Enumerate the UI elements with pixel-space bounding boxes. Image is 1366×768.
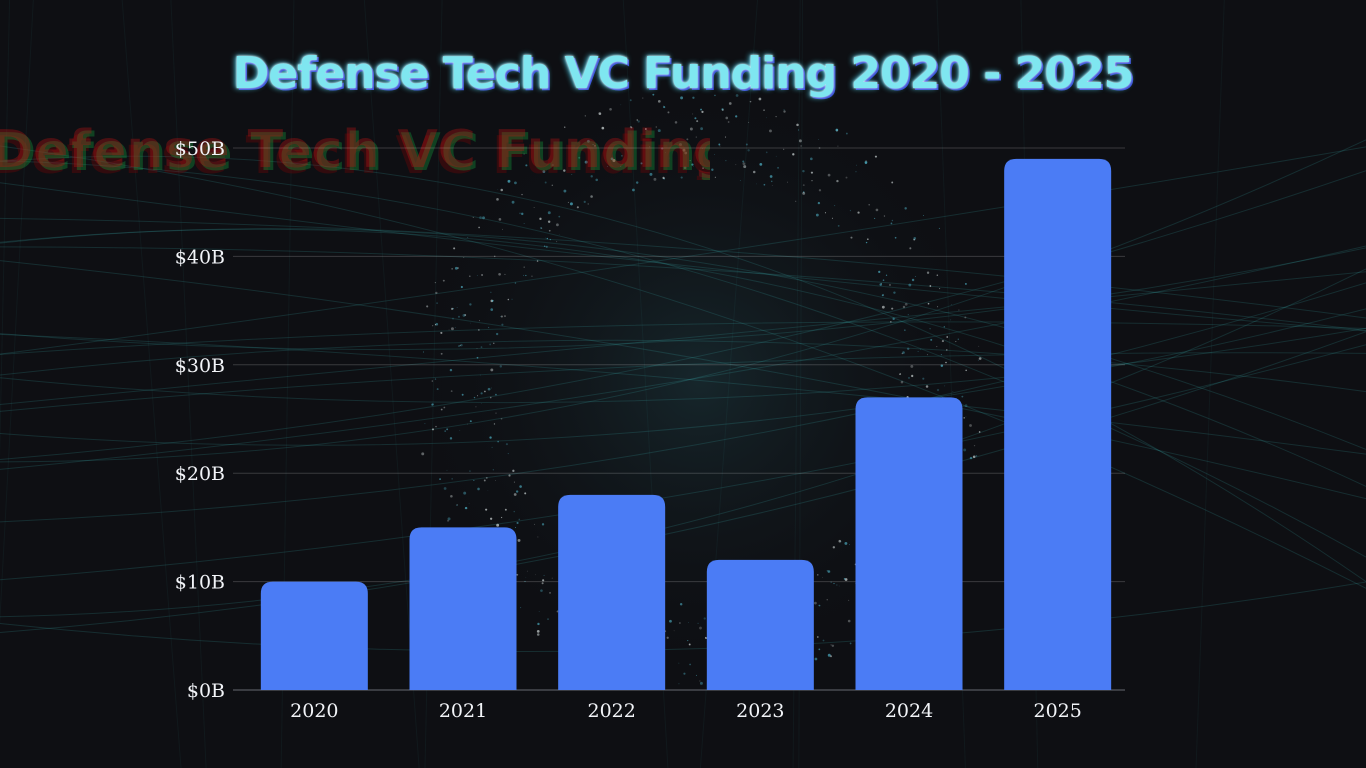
y-tick-label: $0B [187, 680, 225, 702]
y-tick-label: $50B [175, 138, 225, 160]
bar-2024 [855, 397, 963, 690]
chart-title: Defense Tech VC Funding 2020 - 2025 [232, 48, 1134, 99]
bar-2022 [558, 494, 666, 690]
x-tick-label: 2025 [1033, 700, 1081, 722]
bar-2020 [260, 581, 368, 690]
x-tick-label: 2023 [736, 700, 784, 722]
y-tick-label: $40B [175, 246, 225, 268]
y-tick-label: $20B [175, 463, 225, 485]
bar-2023 [706, 559, 814, 690]
x-tick-label: 2020 [290, 700, 338, 722]
bar-2021 [409, 527, 517, 690]
bar-2025 [1004, 158, 1112, 691]
y-tick-label: $10B [175, 572, 225, 594]
x-tick-label: 2021 [439, 700, 487, 722]
ghost-title-echo: Defense Tech VC Funding 2020 - 2025 [0, 120, 710, 180]
x-tick-label: 2022 [587, 700, 635, 722]
y-tick-label: $30B [175, 355, 225, 377]
x-tick-label: 2024 [885, 700, 933, 722]
